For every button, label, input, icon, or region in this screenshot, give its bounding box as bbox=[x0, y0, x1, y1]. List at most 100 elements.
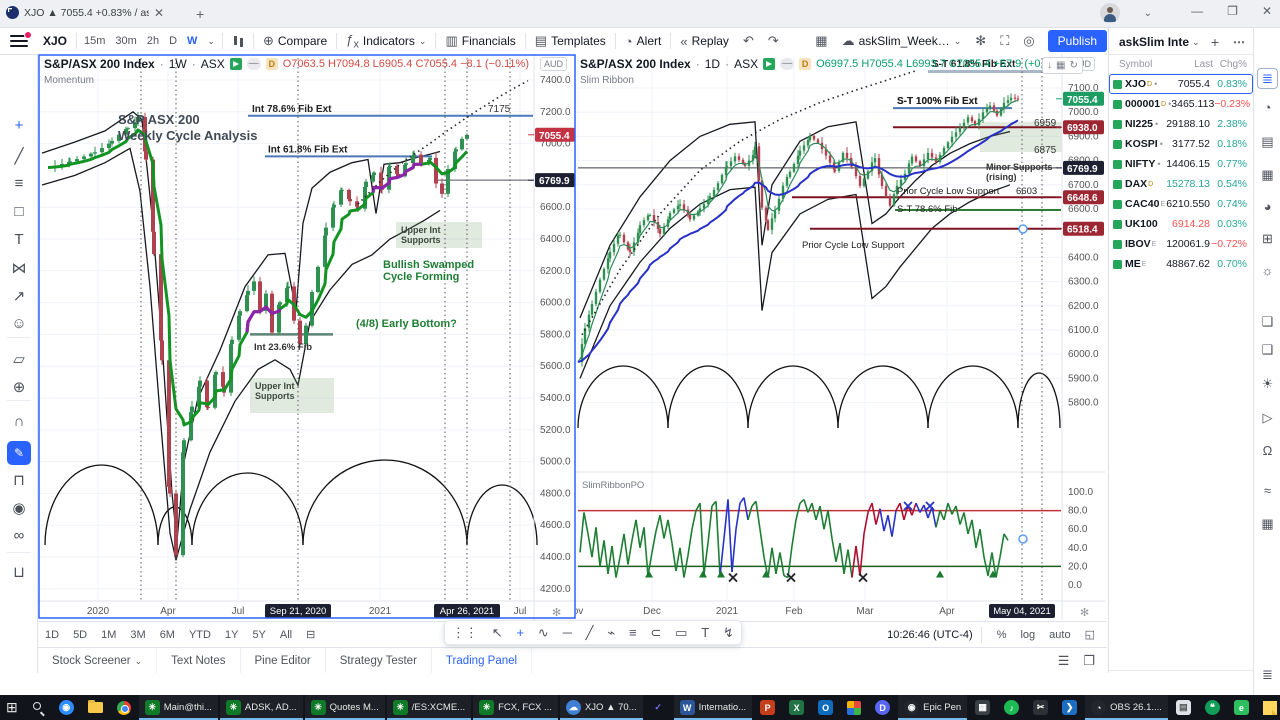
close-tab-icon[interactable]: ✕ bbox=[153, 5, 164, 20]
crosshair-icon[interactable]: + bbox=[14, 117, 24, 134]
maximize-pane-icon[interactable]: ◱ bbox=[1084, 629, 1095, 641]
panel-window-icon[interactable]: ❐ bbox=[1083, 652, 1095, 668]
xabcd-pattern-icon[interactable]: ⋈ bbox=[11, 260, 27, 277]
percent-scale-button[interactable]: % bbox=[996, 628, 1007, 641]
watchlist-row-DAX[interactable]: DAX D 15278.13 0.54% bbox=[1109, 174, 1253, 194]
arrow-marker-tool-icon[interactable]: ↯ bbox=[723, 624, 734, 640]
watchlist-row-KOSPI[interactable]: KOSPI • 3177.52 0.18% bbox=[1109, 134, 1253, 154]
watchlist-more-icon[interactable]: ⋯ bbox=[1233, 35, 1245, 49]
financials-button[interactable]: ▥ Financials bbox=[445, 33, 516, 48]
log-scale-button[interactable]: log bbox=[1020, 628, 1036, 641]
range-All[interactable]: All bbox=[279, 628, 293, 641]
magnet-icon[interactable]: ∩ bbox=[13, 413, 25, 430]
restore-button[interactable]: ❐ bbox=[1227, 4, 1238, 18]
watchlist-row-XJO[interactable]: XJO D • 7055.4 0.83% bbox=[1109, 74, 1253, 94]
watchlist-row-NIFTY[interactable]: NIFTY • 14406.15 0.77% bbox=[1109, 154, 1253, 174]
streams-icon[interactable]: ☀ bbox=[1261, 376, 1274, 391]
tab-trading-panel[interactable]: Trading Panel bbox=[432, 648, 533, 673]
parallel-channel-tool-icon[interactable]: ≡ bbox=[628, 625, 637, 640]
range-YTD[interactable]: YTD bbox=[188, 628, 211, 641]
rectangle-tool-icon[interactable]: ▭ bbox=[675, 624, 688, 640]
chevron-down-icon[interactable]: ⌄ bbox=[1143, 8, 1152, 19]
layout-select-button[interactable]: ▦ bbox=[808, 33, 834, 49]
calendar-icon[interactable]: ⊞ bbox=[1262, 231, 1273, 246]
search-button[interactable] bbox=[26, 695, 51, 720]
zigzag-tool-icon[interactable]: ∿ bbox=[537, 624, 549, 640]
news-icon[interactable]: ▤ bbox=[1261, 134, 1274, 149]
pie-portfolio-icon[interactable]: ◕ bbox=[1263, 199, 1272, 214]
alerts-clock-icon[interactable]: ◔ bbox=[1263, 100, 1272, 115]
timeframe-D[interactable]: D bbox=[169, 35, 178, 47]
ruler-icon[interactable]: ▱ bbox=[13, 351, 25, 368]
alert-button[interactable]: ◔ Alert bbox=[624, 33, 662, 49]
discord[interactable]: D bbox=[869, 695, 896, 720]
forecast-icon[interactable]: ↗ bbox=[12, 288, 26, 305]
goto-date-icon[interactable]: ⊟ bbox=[306, 629, 316, 641]
calculator[interactable]: ▦ bbox=[969, 695, 996, 720]
flag-icon[interactable] bbox=[229, 58, 242, 70]
chrome[interactable] bbox=[111, 695, 137, 720]
blue-app[interactable]: ❯ bbox=[1056, 695, 1083, 720]
remove-all-icon[interactable]: ⊔ bbox=[13, 564, 25, 581]
range-6M[interactable]: 6M bbox=[159, 628, 175, 641]
currency-chip[interactable]: AUD bbox=[540, 57, 568, 71]
trend-line-icon[interactable]: ╱ bbox=[14, 148, 24, 165]
indicator-label[interactable]: Momentum bbox=[44, 75, 95, 86]
lock-all-icon[interactable]: ⊓ bbox=[13, 472, 25, 489]
text-tool-icon[interactable]: T bbox=[14, 231, 24, 248]
watchlist-row-CAC40[interactable]: CAC40 E 6210.550 0.74% bbox=[1109, 194, 1253, 214]
start-button[interactable]: ⊞ bbox=[6, 699, 18, 715]
private-chat-icon[interactable]: ❑ bbox=[1261, 342, 1274, 357]
mini-toolbar-icon[interactable]: ↓ bbox=[1047, 60, 1052, 71]
panel-list-icon[interactable]: ☰ bbox=[1057, 652, 1070, 668]
minimize-button[interactable]: — bbox=[1191, 4, 1204, 18]
cursor-icon[interactable]: ↖ bbox=[491, 624, 503, 640]
timeframe-15m[interactable]: 15m bbox=[84, 35, 106, 47]
clock-label[interactable]: 10:26:46 (UTC-4) bbox=[887, 628, 973, 641]
emoji-icon[interactable]: ☺ bbox=[11, 315, 27, 332]
spotify[interactable]: ♪ bbox=[998, 695, 1025, 720]
fullscreen-button[interactable]: ⛶ bbox=[993, 33, 1016, 49]
tab-stock-screener[interactable]: Stock Screener ⌄ bbox=[38, 648, 158, 673]
indicators-button[interactable]: ƒx Indicators ⌄ bbox=[346, 31, 427, 51]
object-tree-icon[interactable]: ≣ bbox=[1262, 667, 1273, 682]
hangouts[interactable]: ❝ bbox=[1199, 695, 1226, 720]
app-tab[interactable]: XJO ▲ 7055.4 +0.83% / askSl ✕ bbox=[0, 0, 170, 25]
tradingview-app[interactable]: ☁ XJO ▲ 70... bbox=[559, 695, 643, 720]
tab-text-notes[interactable]: Text Notes bbox=[157, 648, 241, 673]
trading-app-5[interactable]: ✳ FCX, FCX ... bbox=[473, 695, 558, 720]
indicator-label[interactable]: Slim Ribbon bbox=[580, 75, 634, 86]
shapes-icon[interactable]: □ bbox=[14, 203, 24, 220]
floating-drawing-toolbar[interactable]: ⋮⋮ ↖ + ∿ ─ ╱ ⌁ ≡ ⊂ ▭ T ↯ bbox=[444, 620, 742, 645]
outlook[interactable]: O bbox=[812, 695, 839, 720]
word[interactable]: W Internatio... bbox=[673, 695, 753, 720]
trend-line-tool-icon[interactable]: ╱ bbox=[585, 624, 594, 640]
visibility-chip-icon[interactable]: — bbox=[246, 58, 261, 70]
obs[interactable]: ◔ OBS 26.1.... bbox=[1085, 695, 1168, 720]
auto-scale-button[interactable]: auto bbox=[1049, 628, 1071, 641]
snapshot-button[interactable]: ◎ bbox=[1016, 33, 1041, 49]
timeframe-W[interactable]: W bbox=[187, 35, 198, 47]
excel[interactable]: X bbox=[783, 695, 810, 720]
public-chat-icon[interactable]: ❏ bbox=[1261, 314, 1274, 329]
powerpoint[interactable]: P bbox=[754, 695, 781, 720]
text-annotation-tool-icon[interactable]: T bbox=[701, 625, 710, 640]
fib-retracement-icon[interactable]: ≡ bbox=[14, 175, 24, 192]
ideas-list-icon[interactable]: ▦ bbox=[1261, 167, 1274, 182]
order-panel-icon[interactable]: ≈ bbox=[1263, 483, 1272, 498]
watchlist-row-000001[interactable]: 000001 D • 3465.113 −0.23% bbox=[1109, 94, 1253, 114]
compare-button[interactable]: ⊕ Compare bbox=[262, 33, 328, 48]
notifications-bell-icon[interactable]: Ω bbox=[1262, 443, 1273, 458]
curve-tool-icon[interactable]: ⊂ bbox=[650, 624, 662, 640]
link-icon[interactable]: ∞ bbox=[13, 527, 25, 544]
avatar[interactable] bbox=[1100, 3, 1120, 23]
visibility-chip-icon[interactable]: — bbox=[780, 58, 795, 70]
close-button[interactable]: ✕ bbox=[1261, 4, 1272, 18]
zoom-in-icon[interactable]: ⊕ bbox=[12, 379, 26, 396]
watchlist-row-UK100[interactable]: UK100 6914.28 0.03% bbox=[1109, 214, 1253, 234]
publish-button[interactable]: Publish bbox=[1047, 30, 1107, 52]
cloud-layout-button[interactable]: ☁ askSlim_Week… ⌄ bbox=[841, 33, 962, 48]
evernote[interactable]: e bbox=[1228, 695, 1255, 720]
zoom-app[interactable]: ◉ bbox=[53, 695, 80, 720]
